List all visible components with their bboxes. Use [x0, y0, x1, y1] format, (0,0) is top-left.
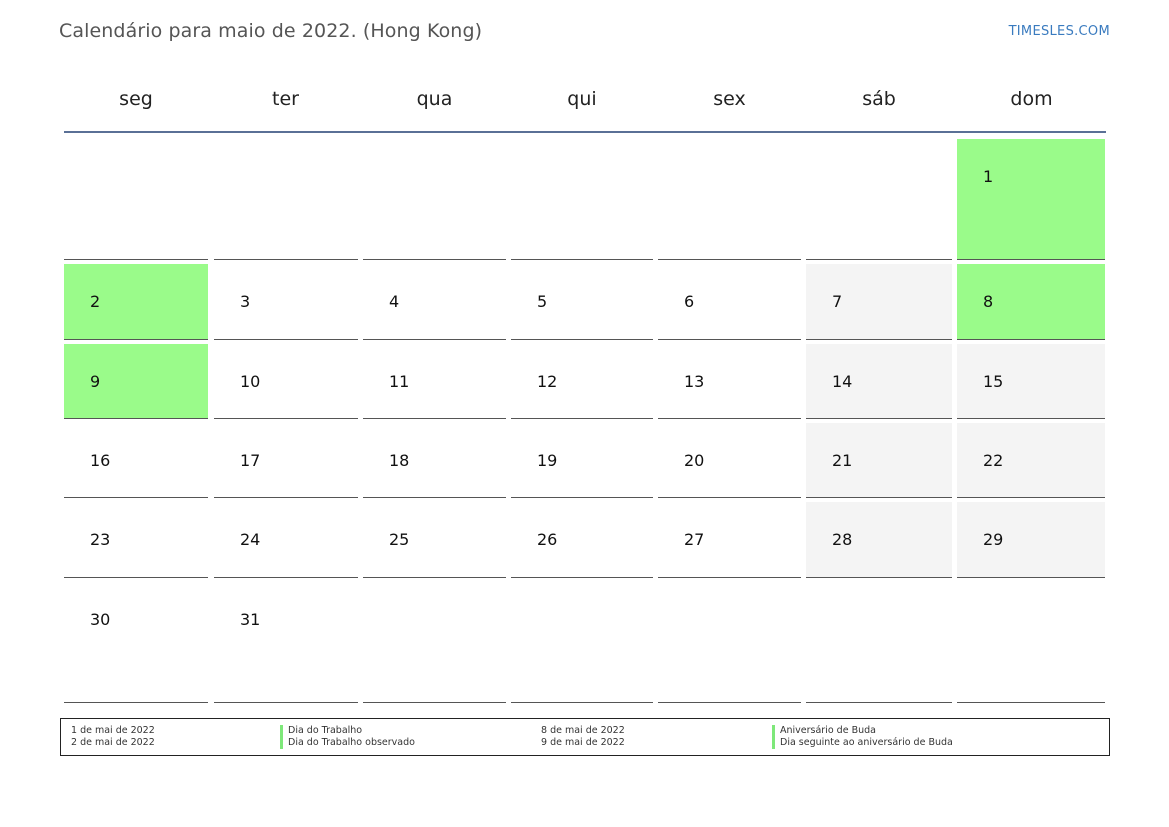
day-number: 30: [90, 610, 111, 629]
day-number: 9: [90, 372, 101, 391]
day-number: 1: [983, 167, 994, 186]
day-cell-3[interactable]: 3: [214, 264, 358, 340]
weekday-wed: qua: [416, 88, 453, 110]
legend-holiday-name: Aniversário de Buda: [780, 725, 876, 736]
day-number: 8: [983, 292, 994, 311]
day-cell-23[interactable]: 23: [64, 502, 208, 578]
day-number: 2: [90, 292, 101, 311]
holiday-legend: 1 de mai de 2022 2 de mai de 2022 Dia do…: [60, 718, 1110, 756]
day-cell-9[interactable]: 9: [64, 344, 208, 419]
day-number: 31: [240, 610, 261, 629]
day-number: 4: [389, 292, 400, 311]
empty-day-cell: [806, 582, 952, 703]
day-cell-10[interactable]: 10: [214, 344, 358, 419]
legend-holiday-name: Dia do Trabalho observado: [288, 737, 415, 748]
day-number: 23: [90, 530, 111, 549]
legend-date: 2 de mai de 2022: [71, 737, 155, 748]
day-cell-21[interactable]: 21: [806, 423, 952, 498]
empty-day-cell: [658, 139, 801, 260]
weekday-header: seg ter qua qui sex sáb dom: [64, 84, 1106, 114]
header-divider: [64, 131, 1106, 133]
day-number: 24: [240, 530, 261, 549]
day-number: 25: [389, 530, 410, 549]
day-cell-30[interactable]: 30: [64, 582, 208, 703]
day-cell-6[interactable]: 6: [658, 264, 801, 340]
day-cell-11[interactable]: 11: [363, 344, 506, 419]
day-cell-5[interactable]: 5: [511, 264, 653, 340]
legend-holiday-name: Dia do Trabalho: [288, 725, 363, 736]
day-number: 15: [983, 372, 1004, 391]
day-cell-15[interactable]: 15: [957, 344, 1105, 419]
day-cell-20[interactable]: 20: [658, 423, 801, 498]
legend-right-dates: 8 de mai de 2022 9 de mai de 2022: [541, 725, 625, 749]
weekday-thu: qui: [567, 88, 597, 110]
weekday-sun: dom: [1010, 88, 1053, 110]
day-number: 28: [832, 530, 853, 549]
legend-color-swatch: [772, 725, 775, 749]
day-number: 21: [832, 451, 853, 470]
day-number: 20: [684, 451, 705, 470]
day-cell-24[interactable]: 24: [214, 502, 358, 578]
day-cell-1[interactable]: 1: [957, 139, 1105, 260]
day-cell-17[interactable]: 17: [214, 423, 358, 498]
weekday-mon: seg: [119, 88, 153, 110]
day-number: 11: [389, 372, 410, 391]
day-number: 17: [240, 451, 261, 470]
day-number: 6: [684, 292, 695, 311]
day-cell-7[interactable]: 7: [806, 264, 952, 340]
empty-day-cell: [363, 139, 506, 260]
legend-left-dates: 1 de mai de 2022 2 de mai de 2022: [71, 725, 155, 749]
day-cell-27[interactable]: 27: [658, 502, 801, 578]
day-cell-13[interactable]: 13: [658, 344, 801, 419]
legend-date: 8 de mai de 2022: [541, 725, 625, 736]
day-number: 29: [983, 530, 1004, 549]
empty-day-cell: [363, 582, 506, 703]
brand-link[interactable]: TIMESLES.COM: [1008, 24, 1110, 39]
day-cell-28[interactable]: 28: [806, 502, 952, 578]
day-cell-22[interactable]: 22: [957, 423, 1105, 498]
day-cell-25[interactable]: 25: [363, 502, 506, 578]
empty-day-cell: [64, 139, 208, 260]
day-number: 19: [537, 451, 558, 470]
empty-day-cell: [511, 139, 653, 260]
day-cell-4[interactable]: 4: [363, 264, 506, 340]
day-number: 22: [983, 451, 1004, 470]
empty-day-cell: [806, 139, 952, 260]
page-title: Calendário para maio de 2022. (Hong Kong…: [59, 20, 483, 42]
legend-holiday-name: Dia seguinte ao aniversário de Buda: [780, 737, 953, 748]
empty-day-cell: [658, 582, 801, 703]
legend-date: 9 de mai de 2022: [541, 737, 625, 748]
weekday-tue: ter: [272, 88, 299, 110]
day-cell-26[interactable]: 26: [511, 502, 653, 578]
day-cell-8[interactable]: 8: [957, 264, 1105, 340]
empty-day-cell: [214, 139, 358, 260]
day-cell-16[interactable]: 16: [64, 423, 208, 498]
day-cell-18[interactable]: 18: [363, 423, 506, 498]
weekday-fri: sex: [713, 88, 746, 110]
legend-right-names: Aniversário de Buda Dia seguinte ao aniv…: [780, 725, 953, 749]
legend-color-swatch: [280, 725, 283, 749]
day-number: 5: [537, 292, 548, 311]
day-cell-12[interactable]: 12: [511, 344, 653, 419]
empty-day-cell: [957, 582, 1105, 703]
day-number: 7: [832, 292, 843, 311]
legend-left-names: Dia do Trabalho Dia do Trabalho observad…: [288, 725, 415, 749]
day-number: 10: [240, 372, 261, 391]
day-cell-19[interactable]: 19: [511, 423, 653, 498]
day-cell-31[interactable]: 31: [214, 582, 358, 703]
day-number: 13: [684, 372, 705, 391]
legend-date: 1 de mai de 2022: [71, 725, 155, 736]
day-number: 18: [389, 451, 410, 470]
day-cell-29[interactable]: 29: [957, 502, 1105, 578]
day-number: 14: [832, 372, 853, 391]
day-number: 3: [240, 292, 251, 311]
weekday-sat: sáb: [862, 88, 896, 110]
day-cell-2[interactable]: 2: [64, 264, 208, 340]
day-cell-14[interactable]: 14: [806, 344, 952, 419]
day-number: 26: [537, 530, 558, 549]
day-number: 16: [90, 451, 111, 470]
day-number: 12: [537, 372, 558, 391]
empty-day-cell: [511, 582, 653, 703]
day-number: 27: [684, 530, 705, 549]
